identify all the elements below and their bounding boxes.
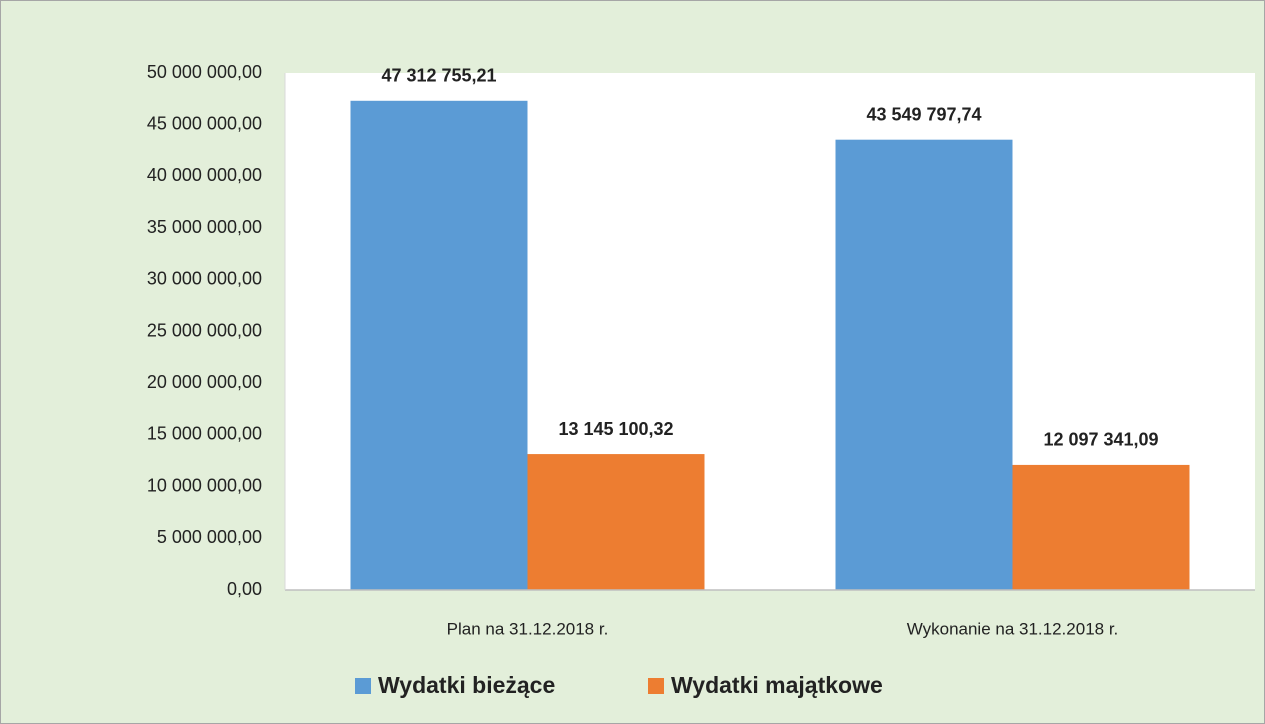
y-tick-label: 10 000 000,00: [147, 475, 262, 495]
y-tick-label: 20 000 000,00: [147, 372, 262, 392]
legend-swatch: [355, 678, 371, 694]
legend-label: Wydatki majątkowe: [671, 672, 883, 698]
y-tick-label: 5 000 000,00: [157, 527, 262, 547]
bar: [350, 100, 528, 591]
y-tick-label: 15 000 000,00: [147, 424, 262, 444]
data-label: 12 097 341,09: [1043, 430, 1158, 450]
bar: [527, 454, 705, 590]
y-tick-label: 30 000 000,00: [147, 269, 262, 289]
y-tick-label: 0,00: [227, 579, 262, 599]
bar: [1012, 464, 1190, 590]
x-tick-label: Plan na 31.12.2018 r.: [447, 619, 609, 638]
legend-label: Wydatki bieżące: [378, 672, 555, 698]
y-tick-label: 40 000 000,00: [147, 165, 262, 185]
data-label: 47 312 755,21: [381, 66, 496, 86]
y-tick-label: 45 000 000,00: [147, 113, 262, 133]
y-tick-label: 50 000 000,00: [147, 62, 262, 82]
bar: [835, 139, 1013, 590]
data-label: 13 145 100,32: [558, 419, 673, 439]
data-label: 43 549 797,74: [866, 104, 981, 124]
y-tick-label: 35 000 000,00: [147, 217, 262, 237]
y-tick-label: 25 000 000,00: [147, 320, 262, 340]
x-tick-label: Wykonanie na 31.12.2018 r.: [907, 619, 1119, 638]
legend-swatch: [648, 678, 664, 694]
